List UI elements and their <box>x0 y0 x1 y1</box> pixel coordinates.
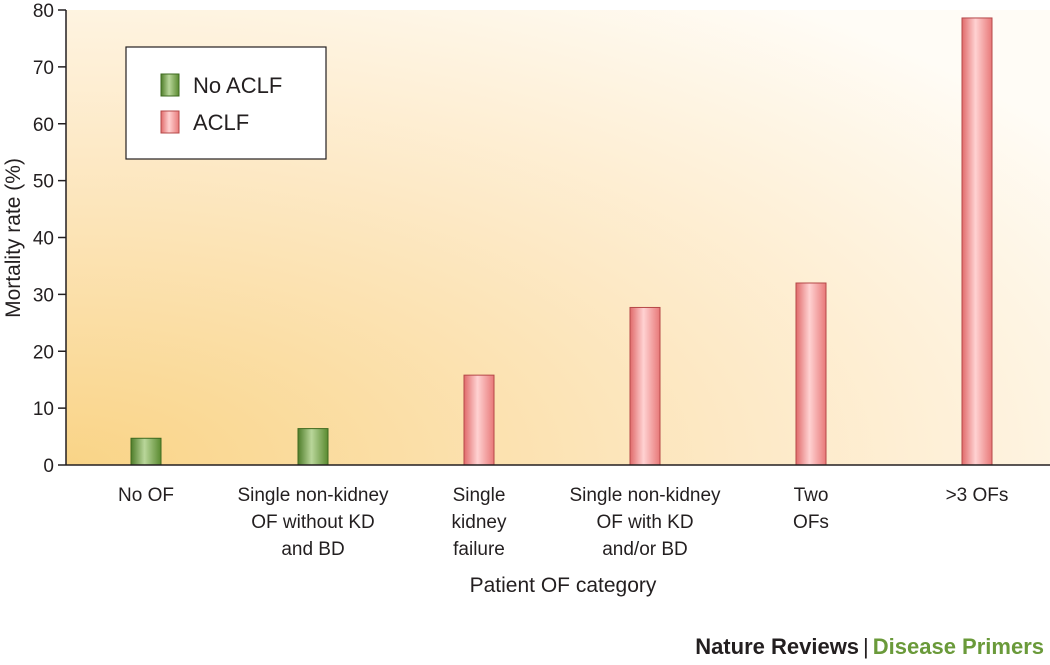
legend: No ACLF ACLF <box>125 46 327 160</box>
y-axis: 0 10 20 30 40 50 60 70 80 <box>33 1 66 477</box>
journal-footer: Nature Reviews | Disease Primers <box>695 634 1044 660</box>
category-label: Single kidney failure <box>452 485 507 560</box>
y-tick-label: 80 <box>33 1 54 22</box>
x-axis-title: Patient OF category <box>470 574 657 597</box>
legend-box <box>125 46 327 160</box>
category-label: Single non-kidney OF without KD and BD <box>237 485 389 560</box>
y-tick-label: 0 <box>43 456 54 477</box>
y-tick-label: 20 <box>33 342 54 363</box>
footer-separator: | <box>863 634 869 659</box>
x-axis-categories: No OF Single non-kidney OF without KD and B… <box>118 485 1008 560</box>
category-label: No OF <box>118 485 174 506</box>
legend-swatch <box>160 73 180 97</box>
y-axis-title: Mortality rate (%) <box>2 158 25 318</box>
bar <box>463 374 495 466</box>
y-tick-label: 40 <box>33 229 54 250</box>
y-tick-label: 60 <box>33 115 54 136</box>
y-tick-label: 10 <box>33 399 54 420</box>
y-tick-label: 70 <box>33 58 54 79</box>
legend-label: No ACLF <box>193 73 282 98</box>
bar <box>961 17 993 466</box>
bar <box>795 282 827 466</box>
y-tick-label: 30 <box>33 285 54 306</box>
category-label: Single non-kidney OF with KD and/or BD <box>569 485 721 560</box>
footer-series: Disease Primers <box>872 634 1044 659</box>
category-label: >3 OFs <box>946 485 1009 506</box>
bar <box>297 428 329 466</box>
y-tick-label: 50 <box>33 172 54 193</box>
bar <box>629 306 661 466</box>
legend-label: ACLF <box>193 110 249 135</box>
legend-swatch <box>160 110 180 134</box>
footer-brand: Nature Reviews <box>695 634 860 659</box>
category-label: Two OFs <box>793 485 829 533</box>
bar <box>130 437 162 466</box>
